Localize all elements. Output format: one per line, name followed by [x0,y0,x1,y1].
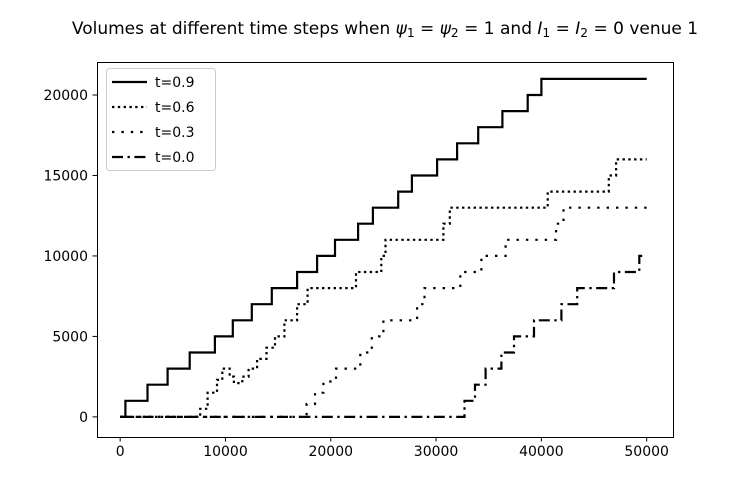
title-segment: I [537,19,543,39]
x-tick-label: 50000 [624,444,669,460]
title-segment: Volumes at different time steps when [71,19,396,39]
title-segment: 2 [450,26,459,41]
title-segment: ψ [395,19,407,39]
series-line-t03 [120,206,647,418]
x-tick-label: 0 [116,444,125,460]
y-tick-label: 15000 [43,168,88,184]
x-tick-label: 20000 [308,444,353,460]
x-tick-label: 40000 [519,444,564,460]
title-segment: = 0 venue 1 [588,19,699,39]
y-tick-label: 5000 [52,329,88,345]
y-tick-label: 0 [79,410,88,426]
x-tick-label: 30000 [414,444,459,460]
title-segment: 1 [542,26,551,41]
legend-label-t03: t=0.3 [155,125,194,141]
y-tick-label: 20000 [43,88,88,104]
legend-label-t06: t=0.6 [155,100,195,116]
axes-frame [97,62,674,438]
y-tick-label: 10000 [43,249,88,265]
title-segment: I [575,19,581,39]
legend-label-t09: t=0.9 [155,75,194,91]
legend-label-t00: t=0.0 [155,150,194,166]
title-segment: ψ [439,19,451,39]
series-line-t09 [120,77,647,418]
title-segment: 2 [580,26,589,41]
x-tick-label: 10000 [203,444,248,460]
chart-title: Volumes at different time steps when ψ1 … [72,19,698,40]
legend-box [106,68,216,171]
series-line-t00 [120,254,647,418]
title-segment: = 1 and [458,19,538,39]
title-segment: 1 [406,26,415,41]
series-line-t06 [120,158,647,418]
title-segment: = [414,19,440,39]
title-segment: = [550,19,576,39]
